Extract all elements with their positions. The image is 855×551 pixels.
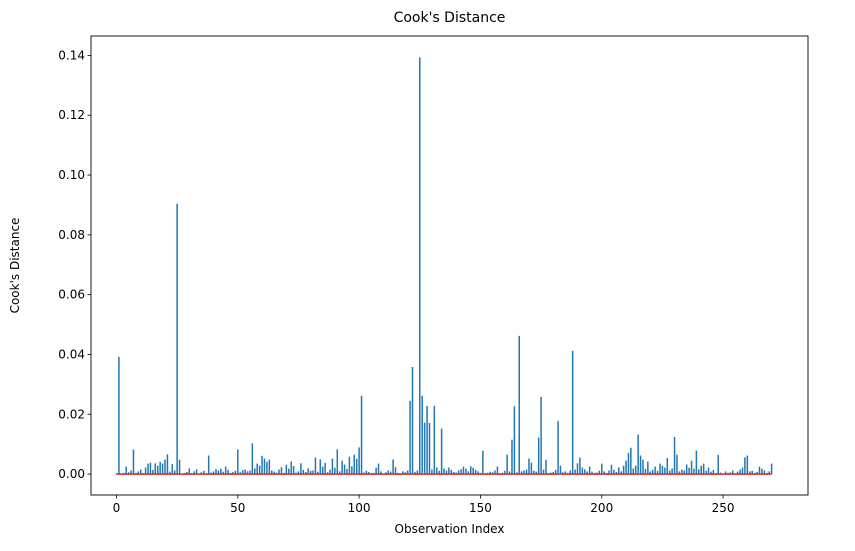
y-tick-label: 0.12 <box>58 108 85 122</box>
plot-frame <box>90 35 809 496</box>
y-axis-label: Cook's Distance <box>8 218 22 314</box>
x-tick-label: 100 <box>348 501 371 515</box>
chart-title: Cook's Distance <box>394 10 506 26</box>
y-tick-label: 0.06 <box>58 288 85 302</box>
y-tick-label: 0.04 <box>58 347 85 361</box>
x-axis-label: Observation Index <box>395 522 505 536</box>
y-tick-label: 0.14 <box>58 48 85 62</box>
x-axis: 0 50 100 150 200 250 <box>113 495 735 515</box>
y-tick-label: 0.08 <box>58 228 85 242</box>
x-tick-label: 50 <box>230 501 245 515</box>
y-tick-label: 0.00 <box>58 467 85 481</box>
x-tick-label: 0 <box>113 501 121 515</box>
x-tick-label: 200 <box>590 501 613 515</box>
y-tick-label: 0.10 <box>58 168 85 182</box>
y-axis: 0.00 0.02 0.04 0.06 0.08 0.10 0.12 0.14 <box>58 48 91 481</box>
x-tick-label: 150 <box>469 501 492 515</box>
x-tick-label: 250 <box>712 501 735 515</box>
y-tick-label: 0.02 <box>58 407 85 421</box>
